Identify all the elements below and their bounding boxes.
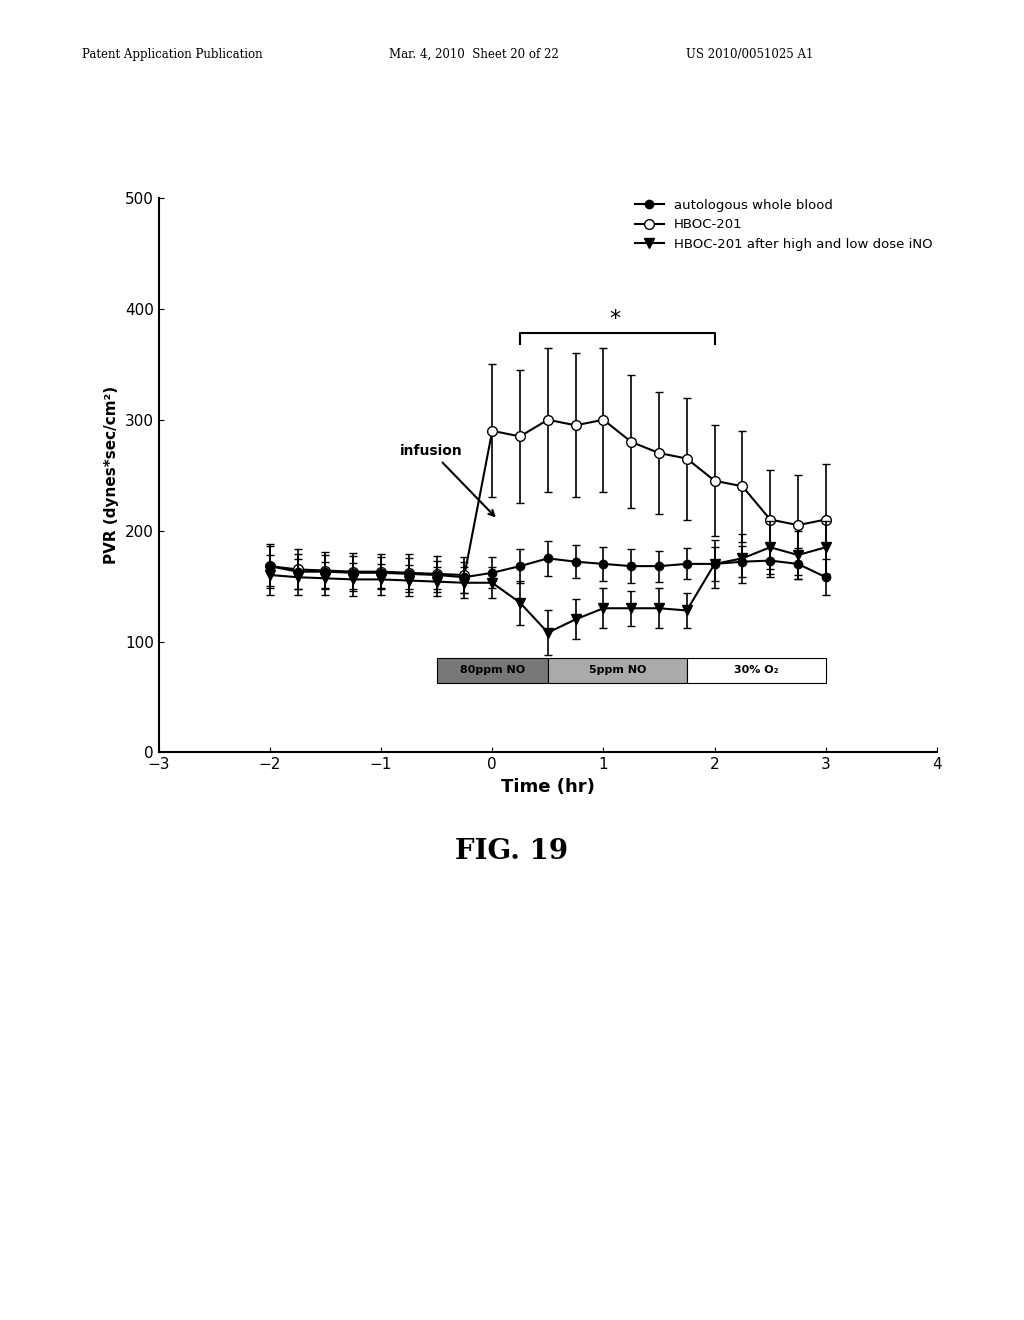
Bar [687,659,825,682]
Legend: autologous whole blood, HBOC-201, HBOC-201 after high and low dose iNO: autologous whole blood, HBOC-201, HBOC-2… [630,194,938,256]
X-axis label: Time (hr): Time (hr) [501,777,595,796]
Text: 80ppm NO: 80ppm NO [460,665,525,676]
Text: FIG. 19: FIG. 19 [456,838,568,865]
Text: 5ppm NO: 5ppm NO [589,665,646,676]
Text: 30% O₂: 30% O₂ [734,665,778,676]
Text: Patent Application Publication: Patent Application Publication [82,48,262,61]
Text: Mar. 4, 2010  Sheet 20 of 22: Mar. 4, 2010 Sheet 20 of 22 [389,48,559,61]
Bar [548,659,687,682]
Bar [436,659,548,682]
Text: infusion: infusion [399,444,495,516]
Y-axis label: PVR (dynes*sec/cm²): PVR (dynes*sec/cm²) [104,387,120,564]
Text: US 2010/0051025 A1: US 2010/0051025 A1 [686,48,813,61]
Text: *: * [609,309,621,329]
